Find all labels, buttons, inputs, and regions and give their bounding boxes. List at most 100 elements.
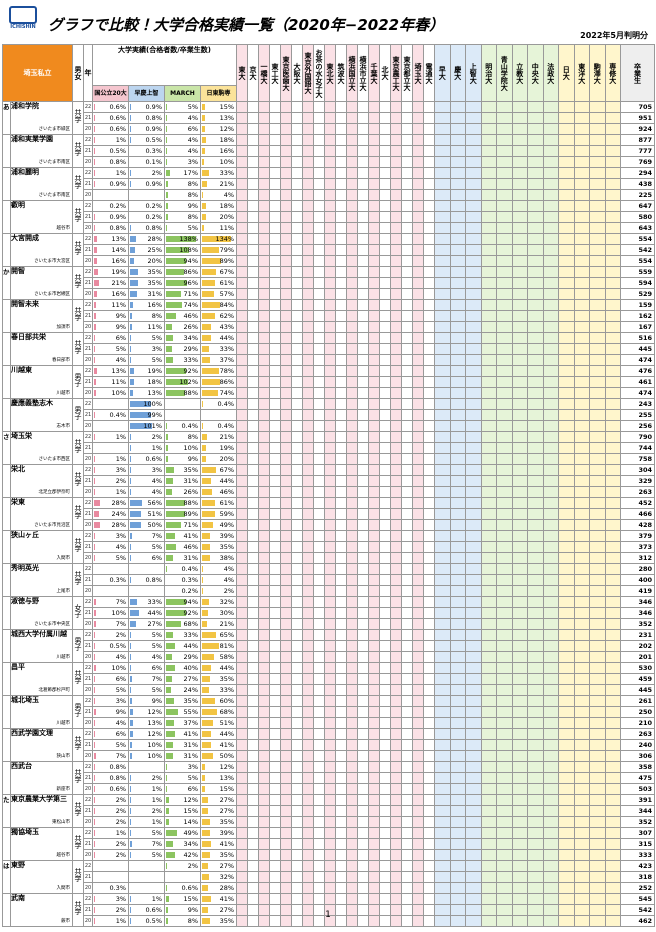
national-count xyxy=(324,860,337,872)
national-count xyxy=(302,299,315,311)
private-count xyxy=(480,761,498,773)
rate-value: 0.6% xyxy=(109,125,126,133)
graduates: 474 xyxy=(620,387,656,399)
national-count xyxy=(258,310,271,322)
national-count xyxy=(379,453,392,465)
rate-cell: 44% xyxy=(199,728,238,740)
data-row: 20 4% 4% 29% 58% 201 xyxy=(3,651,656,663)
national-count xyxy=(269,167,282,179)
school-location: 北足立郡伊奈町 xyxy=(38,490,71,495)
private-count xyxy=(542,728,560,740)
national-count xyxy=(357,882,370,894)
private-count xyxy=(434,607,451,619)
national-count xyxy=(412,739,425,751)
private-count xyxy=(434,827,451,839)
national-count xyxy=(236,849,249,861)
private-count xyxy=(449,101,467,113)
rate-bar xyxy=(166,643,176,649)
national-count xyxy=(247,299,260,311)
rate-bar xyxy=(202,698,215,704)
rate-value: 50% xyxy=(219,752,235,760)
private-count xyxy=(465,717,482,729)
national-count xyxy=(324,475,337,487)
private-count xyxy=(527,200,544,212)
national-count xyxy=(379,101,392,113)
national-count xyxy=(236,255,249,267)
private-count xyxy=(511,343,529,355)
national-count xyxy=(412,651,425,663)
rate-bar xyxy=(166,907,168,913)
national-header: お茶の水女子大 xyxy=(313,44,326,102)
private-count xyxy=(558,794,575,806)
rate-bar xyxy=(130,269,138,275)
private-count xyxy=(449,530,467,542)
national-count xyxy=(335,156,348,168)
national-count xyxy=(269,123,282,135)
graduates: 647 xyxy=(620,200,656,212)
private-count xyxy=(480,607,498,619)
national-count xyxy=(390,508,403,520)
national-count xyxy=(412,365,425,377)
data-row: 20 0.6% 0.9% 6% 12% 924 xyxy=(3,123,656,135)
private-count xyxy=(511,497,529,509)
private-count xyxy=(573,233,591,245)
private-count xyxy=(589,211,606,223)
national-count xyxy=(324,277,337,289)
rate-cell: 35% xyxy=(199,673,238,685)
national-count xyxy=(236,211,249,223)
national-count xyxy=(324,816,337,828)
data-row: 20 1% 0.5% 8% 35% 462 xyxy=(3,915,656,927)
national-count xyxy=(247,431,260,443)
private-count xyxy=(449,387,467,399)
national-count xyxy=(379,728,392,740)
national-count xyxy=(368,706,381,718)
private-count xyxy=(558,552,575,564)
rate-cell: 24% xyxy=(164,684,201,696)
national-count xyxy=(423,112,436,124)
private-count xyxy=(449,596,467,608)
rate-value: 20% xyxy=(147,257,162,265)
national-count xyxy=(379,717,392,729)
national-count xyxy=(302,871,315,883)
private-count xyxy=(604,222,622,234)
national-count xyxy=(302,277,315,289)
national-count xyxy=(258,860,271,872)
private-count xyxy=(604,805,622,817)
rate-cell: 35% xyxy=(164,464,201,476)
rate-cell: 0.2% xyxy=(92,200,129,212)
private-count xyxy=(573,519,591,531)
rate-value: 4% xyxy=(151,488,162,496)
rate-bar xyxy=(166,313,176,319)
year: 22 xyxy=(83,200,93,212)
national-count xyxy=(324,321,337,333)
private-count xyxy=(511,288,529,300)
national-count xyxy=(379,222,392,234)
national-count xyxy=(379,442,392,454)
private-count xyxy=(480,222,498,234)
national-count xyxy=(423,640,436,652)
data-row: 20 1% 0.6% 9% 20% 758 xyxy=(3,453,656,465)
national-count xyxy=(412,156,425,168)
national-count xyxy=(258,629,271,641)
national-count xyxy=(346,838,359,850)
national-count xyxy=(423,266,436,278)
rate-value: 18% xyxy=(147,378,162,386)
rate-bar xyxy=(130,280,138,286)
school-name: 淑徳与野 さいたま市中央区 xyxy=(10,596,73,630)
private-count xyxy=(511,398,529,410)
national-count xyxy=(357,343,370,355)
national-count xyxy=(379,838,392,850)
private-count xyxy=(527,288,544,300)
rate-value: 68% xyxy=(183,620,198,628)
national-count xyxy=(247,618,260,630)
rate-cell: 12% xyxy=(199,123,238,135)
gender-text: 共学 xyxy=(74,241,82,255)
national-count xyxy=(423,684,436,696)
private-count xyxy=(558,244,575,256)
national-count xyxy=(335,882,348,894)
rate-cell: 5% xyxy=(128,354,165,366)
national-count xyxy=(280,310,293,322)
private-count xyxy=(511,255,529,267)
private-count xyxy=(527,706,544,718)
private-count xyxy=(542,321,560,333)
